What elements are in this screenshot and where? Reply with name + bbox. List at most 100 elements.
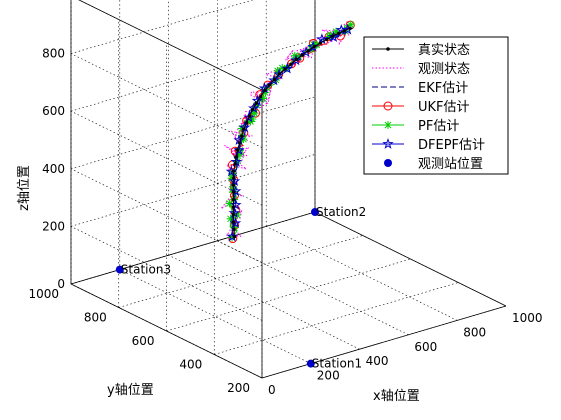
marker-真实状态 bbox=[245, 120, 249, 125]
marker-真实状态 bbox=[232, 176, 236, 180]
marker-真实状态 bbox=[232, 235, 236, 239]
marker-stroke bbox=[261, 89, 269, 96]
marker-真实状态 bbox=[250, 108, 255, 112]
axis-edge bbox=[78, 0, 263, 91]
grid-line-floor-y bbox=[118, 235, 363, 308]
marker-真实状态 bbox=[231, 213, 235, 217]
marker-PF估计 bbox=[384, 121, 392, 129]
legend-entry: PF估计 bbox=[372, 119, 459, 134]
marker-stroke bbox=[226, 200, 233, 207]
marker-观测站位置 bbox=[384, 159, 392, 167]
tick-labels: 0200400600800100020040060080010000200400… bbox=[28, 0, 542, 397]
marker-真实状态 bbox=[294, 57, 299, 62]
grid-line-back-z bbox=[70, 38, 316, 112]
marker-真实状态 bbox=[254, 101, 259, 105]
legend-entry: UKF估计 bbox=[372, 100, 470, 115]
marker-真实状态 bbox=[289, 62, 293, 66]
marker-DFEPF估计 bbox=[226, 230, 238, 242]
y-axis-label: y轴位置 bbox=[107, 383, 154, 398]
legend-entry: 观测站位置 bbox=[384, 157, 483, 172]
station-label: Station2 bbox=[316, 205, 366, 219]
marker-DFEPF估计 bbox=[230, 198, 242, 210]
x-axis-label: x轴位置 bbox=[373, 389, 420, 404]
legend-label: PF估计 bbox=[418, 119, 459, 134]
marker-真实状态 bbox=[238, 141, 242, 145]
marker-真实状态 bbox=[277, 72, 281, 76]
z-tick-label: 200 bbox=[42, 219, 65, 233]
z-tick-label: 600 bbox=[42, 104, 65, 118]
legend-entry: 观测状态 bbox=[372, 62, 470, 77]
legend-label: EKF估计 bbox=[418, 81, 468, 96]
marker-真实状态 bbox=[235, 148, 240, 152]
marker-真实状态 bbox=[232, 169, 236, 173]
legend-entry: 真实状态 bbox=[372, 43, 470, 58]
marker-DFEPF估计 bbox=[316, 33, 328, 45]
z-tick-label: 400 bbox=[42, 162, 65, 176]
marker-真实状态 bbox=[268, 83, 272, 87]
legend-label: 观测状态 bbox=[418, 62, 470, 77]
marker-DFEPF估计 bbox=[327, 30, 340, 42]
marker-DFEPF估计 bbox=[268, 74, 280, 86]
station-label: Station1 bbox=[312, 357, 362, 371]
marker-真实状态 bbox=[263, 88, 267, 92]
marker-UKF估计 bbox=[383, 101, 393, 111]
axis-edge bbox=[314, 211, 507, 307]
marker-真实状态 bbox=[386, 47, 390, 51]
marker-DFEPF估计 bbox=[243, 111, 255, 123]
grid-line-wall-z bbox=[70, 53, 263, 148]
station-marker bbox=[115, 265, 124, 274]
marker-DFEPF估计 bbox=[233, 144, 245, 156]
y-tick-label: 800 bbox=[84, 311, 107, 325]
legend-label: UKF估计 bbox=[418, 100, 470, 115]
x-tick-label: 400 bbox=[366, 354, 389, 368]
z-tick-label: 0 bbox=[57, 277, 65, 291]
marker-真实状态 bbox=[232, 220, 236, 224]
station-label: Station3 bbox=[121, 263, 171, 277]
y-tick-label: 400 bbox=[179, 358, 202, 372]
legend-entry: DFEPF估计 bbox=[372, 138, 485, 153]
x-tick-label: 600 bbox=[414, 340, 437, 354]
marker-真实状态 bbox=[318, 41, 323, 45]
marker-DFEPF估计 bbox=[290, 54, 302, 66]
axis-edge bbox=[70, 211, 316, 285]
axes-box bbox=[70, 0, 507, 379]
z-tick-label: 800 bbox=[42, 47, 65, 61]
marker-真实状态 bbox=[232, 227, 236, 231]
marker-DFEPF估计 bbox=[229, 185, 242, 197]
marker-真实状态 bbox=[242, 127, 246, 131]
marker-真实状态 bbox=[331, 34, 335, 38]
marker-真实状态 bbox=[272, 77, 277, 82]
marker-真实状态 bbox=[231, 205, 236, 209]
grid-line-floor-x bbox=[266, 226, 458, 321]
marker-真实状态 bbox=[247, 114, 252, 118]
marker-真实状态 bbox=[312, 44, 316, 49]
grid-line-floor-x bbox=[119, 269, 311, 364]
axis-edge bbox=[261, 305, 507, 379]
marker-stroke bbox=[384, 121, 392, 129]
legend-label: 观测站位置 bbox=[418, 157, 483, 172]
z-tick-label: 1000 bbox=[34, 0, 65, 3]
grid-line-floor-x bbox=[168, 254, 360, 350]
grid-line-floor-y bbox=[214, 282, 459, 355]
marker-真实状态 bbox=[231, 198, 236, 202]
grid-line-wall-z bbox=[70, 168, 263, 264]
marker-真实状态 bbox=[348, 26, 352, 30]
grid-line-floor-x bbox=[217, 240, 409, 336]
marker-真实状态 bbox=[231, 190, 236, 194]
z-axis-label: z轴位置 bbox=[17, 165, 32, 211]
x-tick-label: 200 bbox=[317, 369, 340, 383]
marker-真实状态 bbox=[233, 162, 237, 166]
marker-真实状态 bbox=[342, 29, 346, 33]
marker-DFEPF估计 bbox=[281, 62, 293, 74]
y-tick-label: 200 bbox=[227, 381, 250, 395]
grid-line-floor-y bbox=[166, 258, 411, 332]
marker-真实状态 bbox=[300, 53, 305, 57]
marker-真实状态 bbox=[240, 134, 244, 138]
grid-line-back-z bbox=[70, 154, 316, 227]
stations: Station1 Station2 Station3 bbox=[115, 205, 366, 371]
marker-真实状态 bbox=[234, 155, 238, 159]
marker-真实状态 bbox=[232, 183, 236, 187]
legend-entry: EKF估计 bbox=[372, 81, 468, 96]
